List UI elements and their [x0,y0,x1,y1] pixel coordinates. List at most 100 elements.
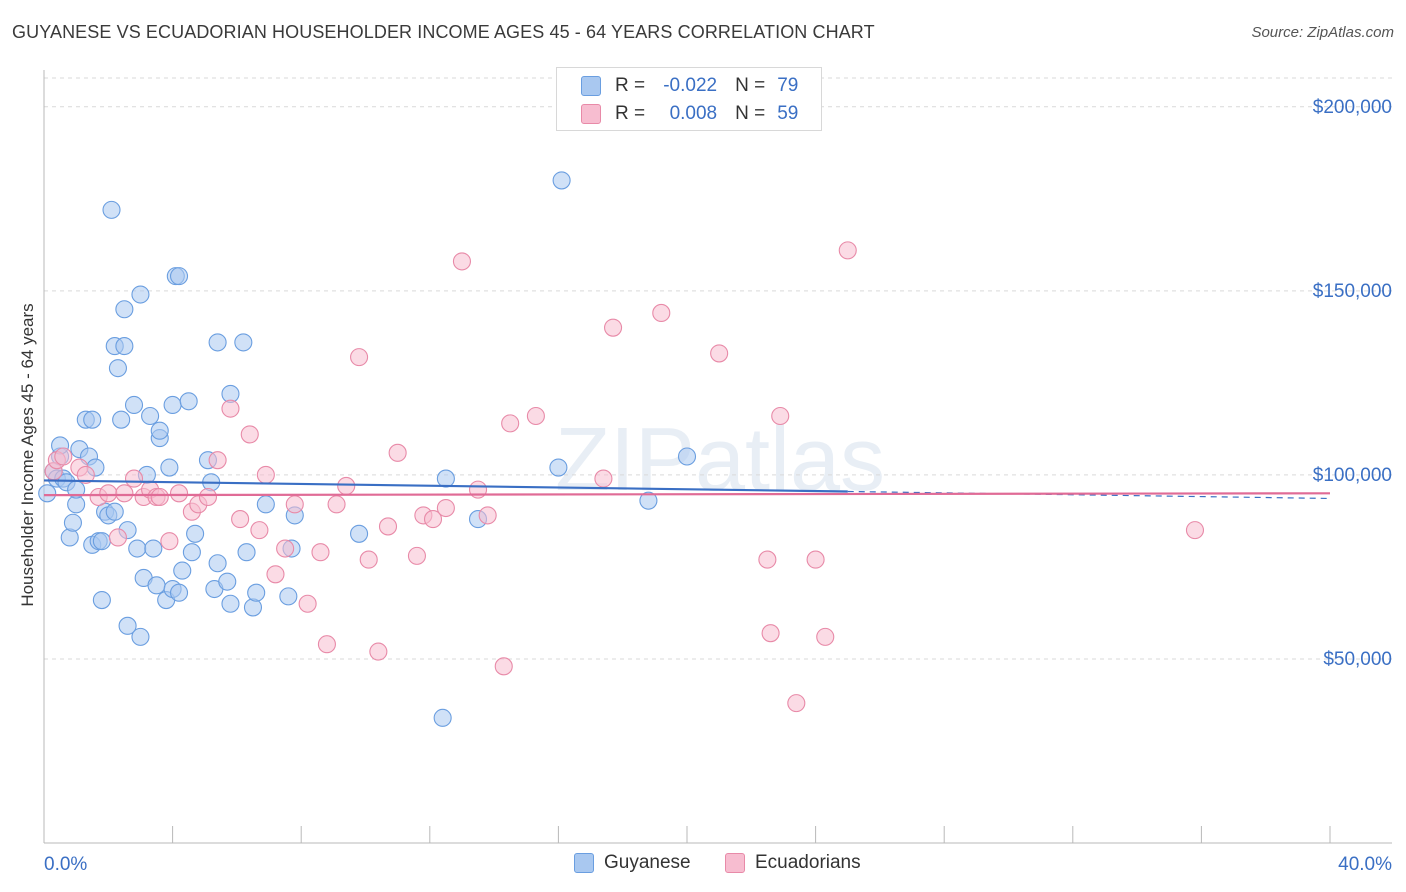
ecuadorians-point [208,451,227,470]
ecuadorians-point [604,318,623,337]
guyanese-point [436,469,455,488]
ecuadorians-trend-line [43,492,1331,497]
ecuadorians-point [1185,521,1205,540]
ecuadorians-point [256,465,275,484]
guyanese-point [173,561,192,580]
guyanese-point [92,532,111,551]
x-tick-label-min: 0.0% [44,854,87,875]
ecuadorians-point [494,657,513,676]
ecuadorians-point [771,406,790,426]
legend-row-ecuadorians: R = 0.008 N = 59 [581,102,798,126]
ecuadorians-point [311,543,330,562]
guyanese-point [234,333,253,352]
ecuadorians-point [169,484,189,503]
guyanese-point [108,359,127,378]
guyanese-point [163,395,182,415]
legend-n-label: N = [735,75,766,96]
chart-title: GUYANESE VS ECUADORIAN HOUSEHOLDER INCOM… [12,22,875,42]
guyanese-point [169,267,189,286]
guyanese-point [221,594,240,613]
ecuadorians-point [710,344,729,363]
ecuadorians-point [350,348,369,367]
ecuadorians-point [787,694,806,713]
guyanese-point [83,410,102,429]
guyanese-point [38,484,57,503]
guyanese-point [279,587,298,606]
ecuadorians-point [816,627,835,646]
legend-n-label: N = [735,103,766,124]
guyanese-point [247,583,266,602]
y-tick-label: $200,000 [1313,97,1392,118]
bottom-legend-swatch-ecuadorians [725,853,745,873]
guyanese-point [105,502,124,521]
ecuadorians-point [369,642,388,661]
ecuadorians-point [240,425,259,444]
y-tick-label: $150,000 [1313,281,1392,302]
ecuadorians-point [285,495,304,514]
ecuadorians-point [198,487,218,507]
bottom-legend-label-ecuadorians: Ecuadorians [755,852,861,873]
ecuadorians-point [115,484,134,503]
bottom-legend-label-guyanese: Guyanese [604,852,691,873]
ecuadorians-point [436,498,455,518]
legend-r-value-guyanese: -0.022 [663,75,718,96]
guyanese-point [124,395,144,415]
guyanese-point [115,337,134,356]
legend-r-label: R = [615,103,646,124]
guyanese-point [118,616,137,635]
guyanese-point [218,572,237,591]
ecuadorians-point [54,447,73,466]
guyanese-trend-extension [847,490,1331,500]
ecuadorians-point [276,539,295,558]
guyanese-point [141,406,160,426]
legend-box: R = -0.022 N = 79 R = 0.008 N = 59 [556,67,822,131]
guyanese-point [115,300,134,319]
guyanese-point [243,598,263,617]
guyanese-point [60,528,79,547]
guyanese-point [433,708,452,727]
ecuadorians-point [231,510,250,529]
ecuadorians-point [652,303,671,322]
legend-r-value-ecuadorians: 0.008 [669,103,718,124]
ecuadorians-point [337,476,356,495]
guyanese-point [179,392,198,411]
guyanese-point [237,543,256,562]
guyanese-point [128,539,147,558]
ecuadorians-point [761,624,780,643]
ecuadorians-point [359,550,378,569]
x-tick-label-max: 40.0% [1338,854,1392,875]
ecuadorians-point [124,469,144,488]
guyanese-point [256,495,275,514]
ecuadorians-point [160,532,179,551]
legend-n-value-guyanese: 79 [777,75,799,96]
guyanese-point [186,524,205,543]
guyanese-point [147,576,166,595]
ecuadorians-point [378,517,398,536]
guyanese-trend-line [43,479,848,493]
legend-n-value-ecuadorians: 59 [777,103,799,124]
guyanese-point [160,458,179,477]
guyanese-point [63,513,82,532]
ecuadorians-point [423,510,443,529]
ecuadorians-point [388,443,407,462]
ecuadorians-point [407,546,426,565]
legend-row-guyanese: R = -0.022 N = 79 [581,74,798,98]
ecuadorians-point [452,252,472,271]
ecuadorians-point [327,495,346,514]
guyanese-point [549,458,568,477]
ecuadorians-point [108,528,127,547]
guyanese-point [350,524,369,543]
guyanese-point [112,410,131,429]
bottom-legend-swatch-guyanese [574,853,594,873]
ecuadorians-point [150,487,169,507]
guyanese-point [131,627,150,646]
guyanese-point [677,447,697,466]
guyanese-point [182,543,201,562]
guyanese-point [552,171,571,190]
legend-r-label: R = [615,75,646,96]
guyanese-point [169,583,189,602]
bottom-legend-ecuadorians: Ecuadorians [725,852,861,874]
bottom-legend-guyanese: Guyanese [574,852,691,874]
y-tick-label: $50,000 [1323,649,1392,670]
